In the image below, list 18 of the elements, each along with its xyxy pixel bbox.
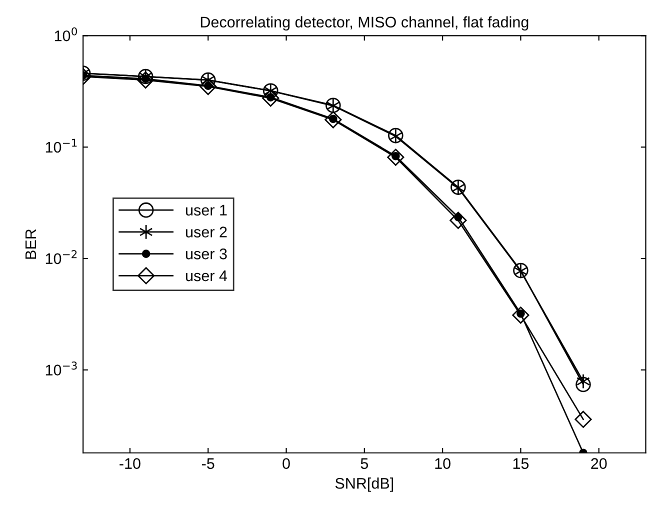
legend-label: user 1 [186, 204, 227, 216]
x-axis-title: SNR[dB] [335, 478, 394, 492]
x-tick-label: 20 [591, 458, 607, 469]
chart-title: Decorrelating detector, MISO channel, flat fading [200, 16, 528, 31]
x-tick-label: 10 [435, 458, 450, 469]
x-tick-label: -10 [120, 458, 140, 469]
x-tick-label: 5 [360, 458, 368, 469]
y-tick-label: 10$^{0}$ [54, 27, 77, 42]
legend-label: user 2 [186, 226, 227, 238]
x-tick-label: -5 [202, 458, 214, 469]
legend-label: user 3 [186, 248, 227, 260]
y-tick-label: 10$^{−3}$ [46, 362, 77, 376]
x-tick-label: 0 [282, 458, 290, 469]
legend-label: user 4 [186, 270, 228, 282]
y-axis-title: BER [26, 229, 36, 259]
x-tick-label: 15 [513, 458, 529, 469]
y-tick-label: 10$^{−2}$ [46, 250, 77, 264]
y-tick-label: 10$^{−1}$ [46, 138, 77, 153]
